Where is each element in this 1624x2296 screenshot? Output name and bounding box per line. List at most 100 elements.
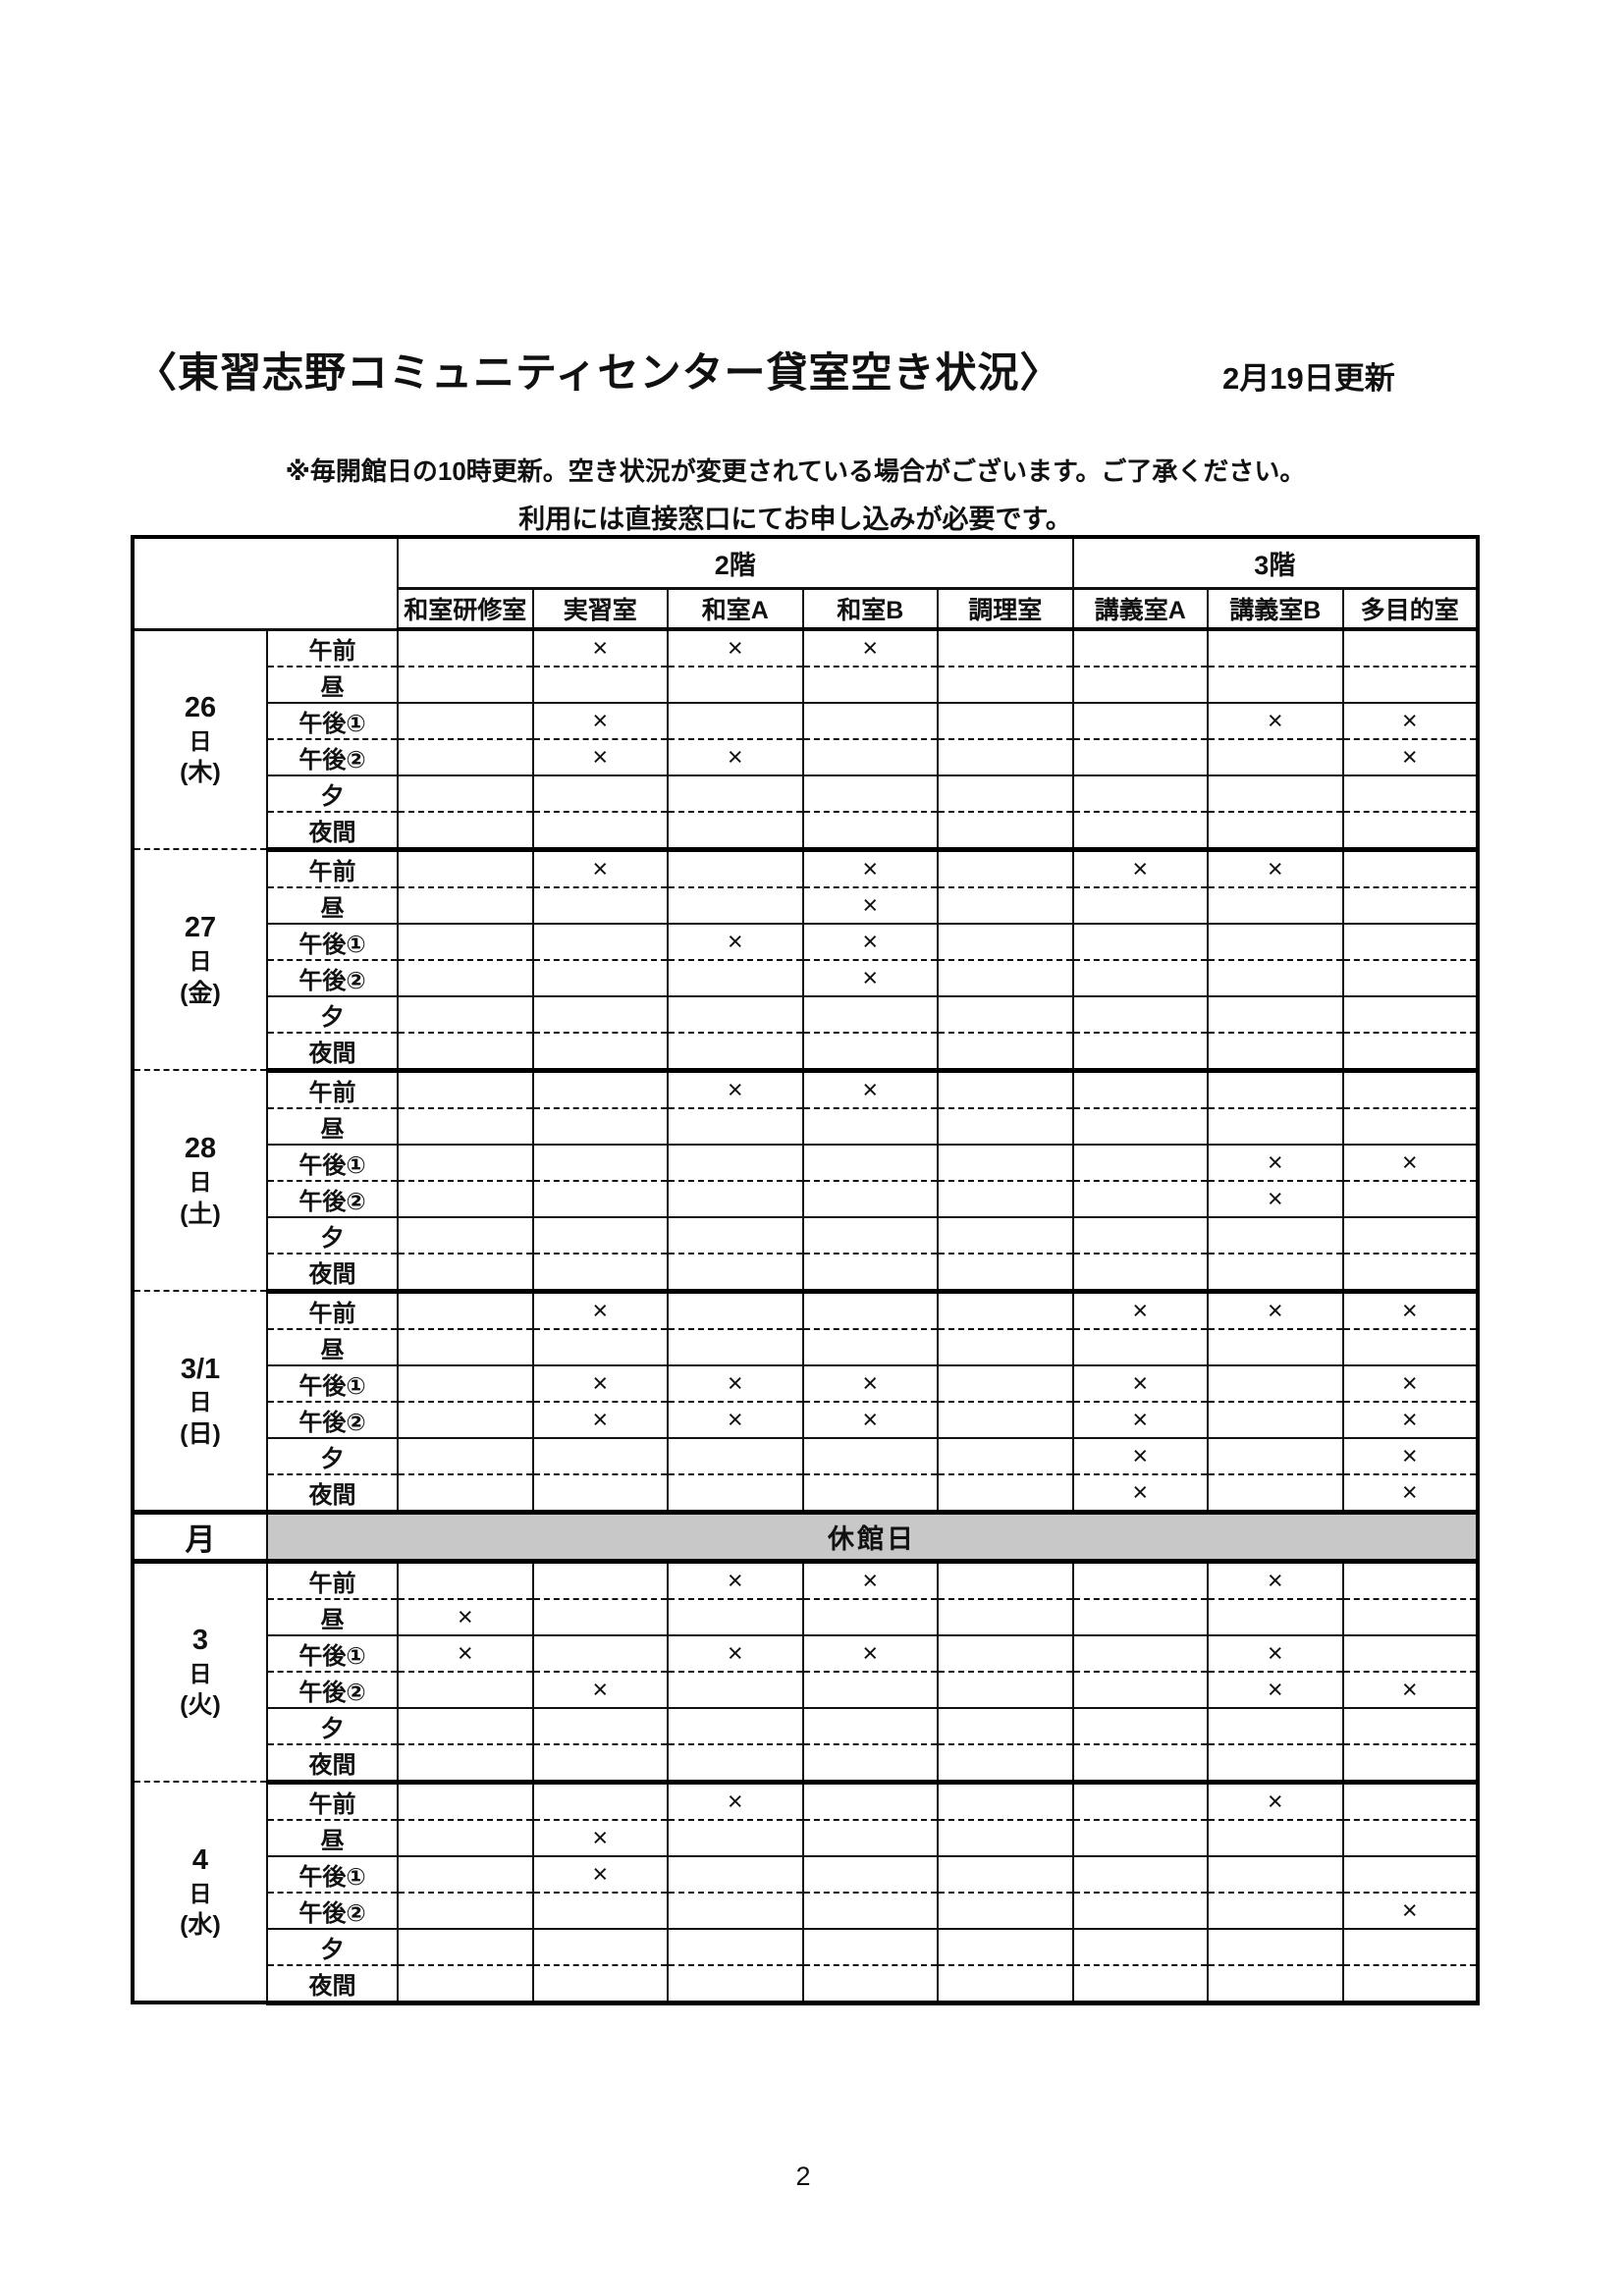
availability-cell bbox=[1071, 1328, 1210, 1366]
time-slot-row: 28 日 (土) 午前 × × bbox=[132, 1070, 1480, 1292]
availability-cell bbox=[397, 666, 534, 704]
time-slot-label: 午後② bbox=[266, 1892, 399, 1930]
time-slot-label: 午前 bbox=[266, 849, 399, 888]
availability-cell: × bbox=[531, 1401, 669, 1439]
availability-cell bbox=[531, 1253, 669, 1294]
time-slot-row: 27 日 (金) 午前 × × × × bbox=[132, 849, 1480, 1071]
availability-cell: × bbox=[1207, 1291, 1344, 1330]
availability-cell bbox=[531, 1964, 669, 2005]
availability-cell: × bbox=[1341, 1671, 1480, 1709]
time-slot-row: 3/1 日 (日) 午前 × × × × bbox=[132, 1291, 1480, 1513]
availability-cell bbox=[531, 1634, 669, 1673]
time-slot-label: 午後① bbox=[266, 1144, 399, 1182]
availability-cell bbox=[667, 1598, 804, 1636]
time-slot-label: 昼 bbox=[266, 1598, 399, 1636]
time-slot-label: 夜間 bbox=[266, 1473, 399, 1515]
time-slot-label: 午前 bbox=[266, 1782, 399, 1821]
availability-cell bbox=[531, 1032, 669, 1073]
time-slot-row: 午後① × × × bbox=[133, 702, 1480, 740]
availability-cell: × bbox=[531, 629, 669, 667]
availability-cell: × bbox=[801, 849, 939, 888]
availability-cell bbox=[1341, 811, 1480, 852]
availability-cell: × bbox=[1207, 849, 1344, 888]
time-slot-row: 午後① × bbox=[133, 1855, 1480, 1894]
time-slot-label: 午前 bbox=[266, 1291, 399, 1330]
availability-cell bbox=[397, 1401, 534, 1439]
availability-cell bbox=[397, 1070, 534, 1109]
availability-cell bbox=[937, 849, 1074, 888]
availability-cell bbox=[937, 1473, 1074, 1515]
availability-cell bbox=[1341, 1253, 1480, 1294]
availability-cell bbox=[937, 1216, 1074, 1255]
date-weekday: (火) bbox=[180, 1691, 221, 1720]
closed-day-row: 月休館日 bbox=[132, 1509, 1480, 1564]
availability-cell bbox=[397, 1216, 534, 1255]
date-cell: 3/1 日 (日) bbox=[132, 1291, 268, 1513]
availability-cell bbox=[1071, 1561, 1210, 1600]
availability-cell bbox=[937, 1819, 1074, 1857]
availability-cell bbox=[1341, 774, 1480, 813]
availability-cell bbox=[397, 702, 534, 740]
availability-cell bbox=[1341, 849, 1480, 888]
availability-cell bbox=[531, 1180, 669, 1218]
availability-cell bbox=[1207, 1855, 1344, 1894]
availability-cell bbox=[1207, 995, 1344, 1034]
availability-cell: × bbox=[1071, 1291, 1210, 1330]
availability-cell bbox=[937, 1561, 1074, 1600]
availability-cell bbox=[397, 1707, 534, 1745]
availability-cell bbox=[397, 1328, 534, 1366]
time-slot-label: 午後② bbox=[266, 738, 399, 776]
floor-header: 2階 bbox=[397, 537, 1074, 590]
availability-cell bbox=[667, 1032, 804, 1073]
availability-cell bbox=[937, 995, 1074, 1034]
room-header: 和室B bbox=[801, 588, 939, 631]
availability-cell bbox=[1071, 1180, 1210, 1218]
availability-cell bbox=[397, 811, 534, 852]
availability-cell: × bbox=[801, 1401, 939, 1439]
availability-cell bbox=[937, 1253, 1074, 1294]
availability-cell bbox=[801, 1328, 939, 1366]
availability-cell bbox=[1071, 1707, 1210, 1745]
date-day-suffix: 日 bbox=[189, 948, 212, 975]
availability-cell bbox=[1207, 1437, 1344, 1475]
availability-cell: × bbox=[1207, 1671, 1344, 1709]
availability-cell bbox=[801, 811, 939, 852]
time-slot-label: 夜間 bbox=[266, 1964, 399, 2005]
availability-cell bbox=[801, 1032, 939, 1073]
availability-cell bbox=[1071, 774, 1210, 813]
availability-cell bbox=[1341, 1107, 1480, 1146]
availability-cell bbox=[937, 1328, 1074, 1366]
availability-cell bbox=[397, 629, 534, 667]
availability-cell bbox=[1071, 1107, 1210, 1146]
time-slot-row: 昼 bbox=[133, 1328, 1480, 1366]
availability-cell bbox=[531, 774, 669, 813]
availability-cell bbox=[1071, 1634, 1210, 1673]
availability-cell bbox=[397, 738, 534, 776]
availability-cell bbox=[1341, 886, 1480, 925]
availability-cell bbox=[667, 1328, 804, 1366]
time-slot-row: 夜間 × × bbox=[133, 1473, 1480, 1515]
date-weekday: (木) bbox=[180, 759, 221, 787]
availability-cell bbox=[397, 1032, 534, 1073]
availability-cell: × bbox=[1341, 1364, 1480, 1403]
availability-cell bbox=[1341, 1819, 1480, 1857]
availability-cell bbox=[531, 995, 669, 1034]
time-slot-row: 午後① × × bbox=[133, 923, 1480, 961]
availability-cell bbox=[801, 1671, 939, 1709]
availability-cell bbox=[531, 666, 669, 704]
room-header: 調理室 bbox=[937, 588, 1074, 631]
availability-cell bbox=[667, 959, 804, 997]
availability-cell bbox=[937, 1364, 1074, 1403]
availability-cell bbox=[1207, 1819, 1344, 1857]
date-day-suffix: 日 bbox=[189, 1660, 212, 1686]
availability-cell bbox=[397, 1928, 534, 1966]
availability-cell bbox=[1207, 1401, 1344, 1439]
time-slot-label: 夜間 bbox=[266, 1743, 399, 1785]
availability-cell bbox=[1341, 1707, 1480, 1745]
time-slot-label: 午後① bbox=[266, 1364, 399, 1403]
date-day-suffix: 日 bbox=[189, 1169, 212, 1196]
availability-cell bbox=[667, 666, 804, 704]
availability-cell bbox=[667, 1743, 804, 1785]
availability-cell: × bbox=[1071, 1437, 1210, 1475]
time-slot-label: 午後① bbox=[266, 702, 399, 740]
